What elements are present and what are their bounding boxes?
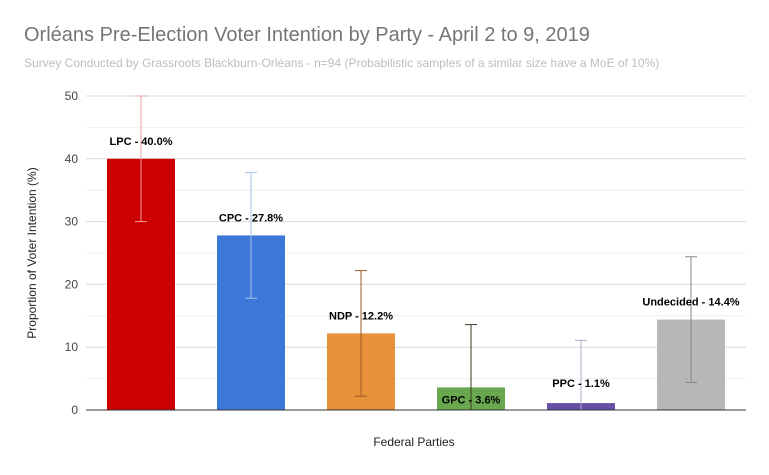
grid-lines <box>86 95 746 380</box>
y-tick-label: 40 <box>65 152 79 166</box>
y-tick-label: 20 <box>65 277 79 291</box>
error-bar <box>685 256 697 383</box>
error-bar <box>245 172 257 299</box>
y-tick-label: 30 <box>65 215 79 229</box>
error-bar <box>575 339 587 410</box>
y-tick-label: 50 <box>65 89 79 103</box>
data-label: LPC - 40.0% <box>110 136 173 148</box>
data-labels: LPC - 40.0% CPC - 27.8% NDP - 12.2% GPC - 3… <box>110 136 740 407</box>
y-tick-label: 0 <box>71 403 78 417</box>
data-label: CPC - 27.8% <box>219 212 283 224</box>
x-axis-label: Federal Parties <box>373 435 454 449</box>
data-label: PPC - 1.1% <box>552 378 610 390</box>
y-axis-ticks: 0 10 20 30 40 50 <box>65 89 79 417</box>
chart-title: Orléans Pre-Election Voter Intention by … <box>24 24 590 46</box>
chart-subtitle: Survey Conducted by Grassroots Blackburn… <box>24 56 660 70</box>
error-bars <box>135 95 697 410</box>
y-tick-label: 10 <box>65 340 79 354</box>
error-bar <box>465 324 477 410</box>
data-label: Undecided - 14.4% <box>642 297 739 309</box>
y-axis-label: Proportion of Voter Intention (%) <box>25 167 39 338</box>
data-label: GPC - 3.6% <box>442 394 501 406</box>
data-label: NDP - 12.2% <box>329 310 393 322</box>
error-bar <box>355 270 367 397</box>
error-bar <box>135 95 147 223</box>
